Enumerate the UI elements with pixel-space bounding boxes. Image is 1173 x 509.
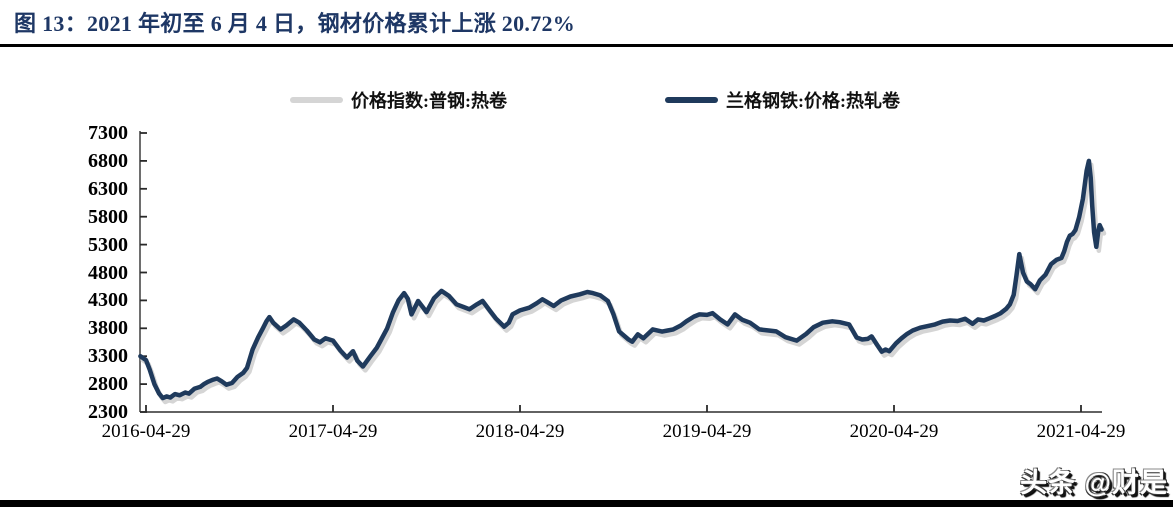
title-separator-rule (0, 44, 1173, 47)
legend-swatch-navy-line (665, 97, 718, 103)
x-tick-label: 2016-04-29 (101, 421, 191, 442)
y-tick-label: 5300 (88, 233, 128, 256)
y-tick-label: 6300 (88, 177, 128, 200)
y-tick-label: 2300 (88, 401, 128, 423)
x-tick-label: 2017-04-29 (288, 421, 378, 442)
y-tick-label: 4800 (88, 261, 128, 284)
y-tick-label: 4300 (88, 289, 128, 312)
legend-swatch-gray-line (290, 97, 343, 103)
y-tick-label: 3300 (88, 345, 128, 368)
legend-label-hot-rolled-coil: 兰格钢铁:价格:热轧卷 (726, 91, 900, 111)
x-tick-label: 2020-04-29 (849, 421, 939, 442)
y-tick-label: 5800 (88, 205, 128, 228)
series-line-hot-rolled-coil-navy (138, 158, 1104, 401)
y-tick-label: 3800 (88, 317, 128, 340)
legend-item-price-index: 价格指数:普钢:热卷 (290, 88, 507, 112)
legend-item-hot-rolled-coil: 兰格钢铁:价格:热轧卷 (665, 88, 900, 112)
x-tick-label: 2018-04-29 (475, 421, 565, 442)
watermark-toutiao-caishi: 头条 @财是 (1020, 468, 1168, 498)
y-tick-label: 7300 (88, 122, 128, 144)
legend-label-price-index: 价格指数:普钢:热卷 (351, 91, 507, 111)
x-tick-label: 2019-04-29 (662, 421, 752, 442)
series-line-price-index-gray (140, 162, 1107, 405)
y-tick-label: 6800 (88, 149, 128, 172)
bottom-border-bar (0, 500, 1173, 507)
y-tick-label: 2800 (88, 373, 128, 396)
x-tick-label: 2021-04-29 (1036, 421, 1126, 442)
figure-title: 图 13：2021 年初至 6 月 4 日，钢材价格累计上涨 20.72% (14, 11, 576, 36)
